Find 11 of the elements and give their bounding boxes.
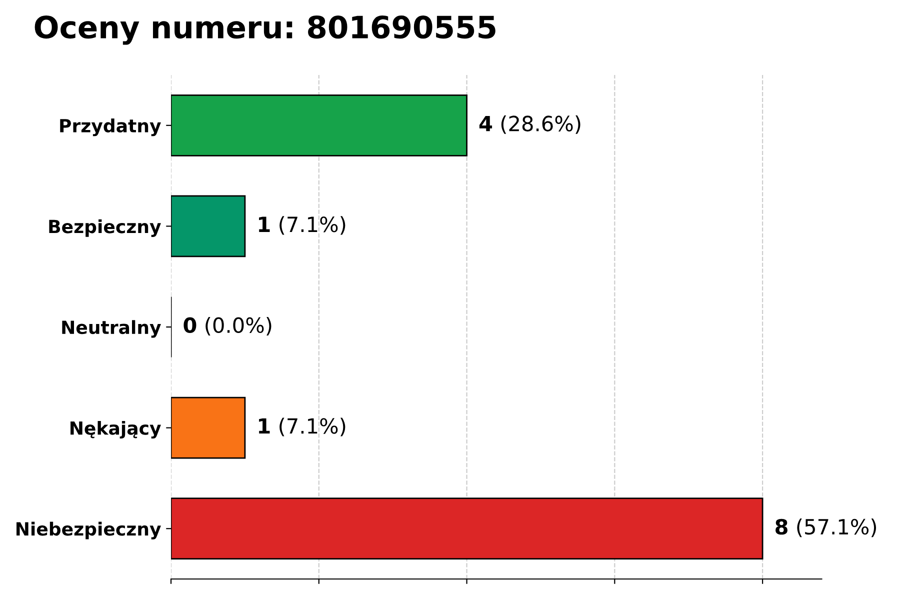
chart-title: Oceny numeru: 801690555 [34, 16, 496, 45]
y-tick-label: Neutralny [62, 320, 161, 338]
data-label: 1 (7.1%) [259, 216, 346, 235]
y-tick-label: Przydatny [60, 118, 161, 136]
data-label: 8 (57.1%) [776, 518, 876, 538]
data-label: 4 (28.6%) [479, 115, 580, 134]
data-label: 1 (7.1%) [259, 418, 346, 436]
data-label: 0 (0.0%) [184, 316, 272, 336]
y-tick-label: Niebezpieczny [16, 522, 161, 540]
y-tick-label: Bezpieczny [49, 219, 161, 237]
y-tick-label: Nękający [70, 420, 161, 439]
